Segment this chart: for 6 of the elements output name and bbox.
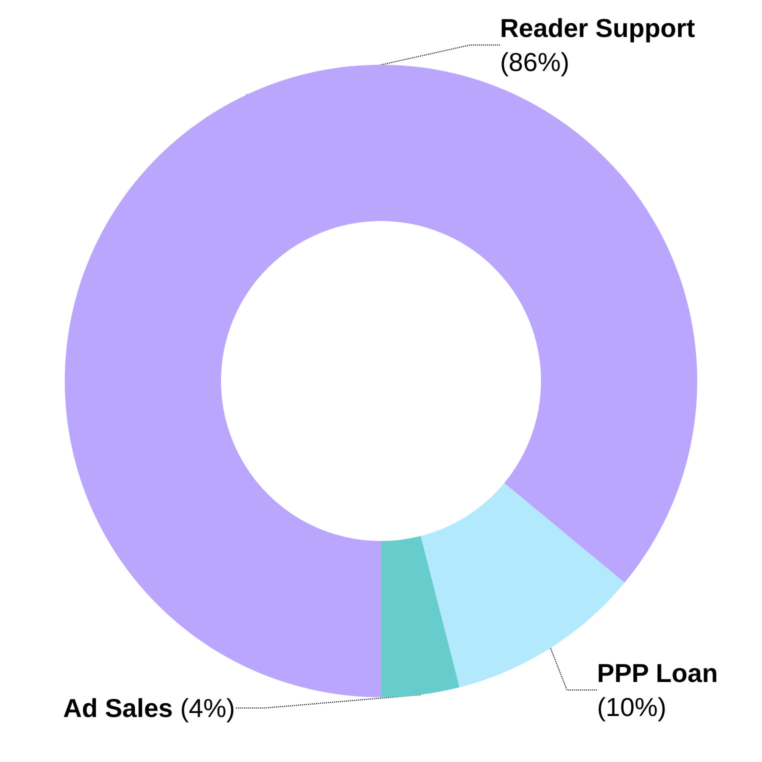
slice-label: Ad Sales: [63, 693, 173, 723]
data-label: (4%): [180, 693, 235, 723]
slice-label: PPP Loan: [597, 658, 718, 688]
data-label: (86%): [500, 47, 570, 77]
slice-label: Reader Support: [500, 13, 696, 43]
data-label: (10%): [597, 692, 666, 722]
